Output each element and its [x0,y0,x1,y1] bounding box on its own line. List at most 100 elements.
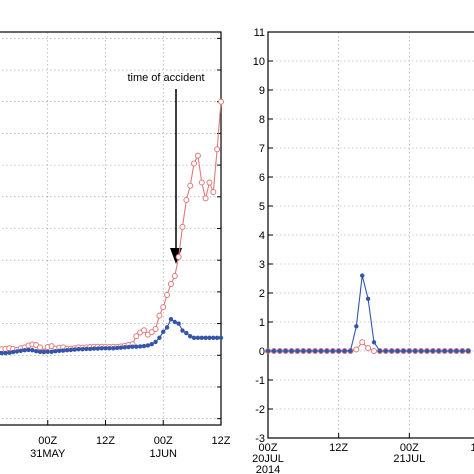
x-tick-year-label: 2014 [256,464,280,474]
data-point-1 [318,348,324,354]
data-point-1 [188,334,193,339]
data-point-1 [342,348,347,354]
y-tick-label: 5 [259,201,265,213]
data-point-1 [365,296,371,301]
data-point-1 [80,347,85,352]
data-point-1 [18,348,23,354]
y-tick-label: 11 [254,27,265,39]
data-point-1 [3,350,8,356]
data-point-0 [194,152,201,159]
data-point-1 [424,348,430,354]
data-point-1 [0,350,4,356]
x-tick-label: 12Z [329,442,348,454]
x-tick-sublabel: 20JUL [252,453,284,465]
data-point-1 [214,335,220,341]
data-point-0 [371,348,377,354]
data-point-1 [37,349,43,354]
data-point-1 [289,348,294,354]
data-point-1 [168,316,174,322]
data-point-0 [167,280,174,287]
data-point-1 [436,348,441,354]
data-point-1 [371,340,377,345]
data-point-0 [152,325,159,332]
data-point-1 [442,348,447,354]
data-point-1 [164,325,170,330]
data-point-1 [172,319,177,325]
data-point-1 [389,348,394,354]
data-point-0 [218,98,224,105]
data-point-1 [149,341,154,347]
data-point-1 [153,339,158,345]
data-point-1 [41,349,47,354]
data-point-1 [87,346,93,352]
data-point-1 [22,348,27,353]
data-point-1 [407,348,412,354]
data-point-1 [7,350,12,355]
y-tick-label: -2 [255,404,265,416]
x-tick-label: 12Z [212,435,231,447]
data-point-1 [57,348,62,354]
data-point-1 [265,348,271,354]
x-tick-label: 00Z [259,442,278,454]
data-point-1 [76,347,81,352]
data-point-1 [454,348,459,354]
data-point-1 [26,347,31,353]
data-point-1 [84,346,89,352]
data-point-0 [214,146,221,153]
data-point-1 [10,349,16,355]
data-point-1 [30,348,35,353]
data-point-1 [137,344,143,349]
data-point-1 [118,345,124,350]
data-point-1 [211,335,216,341]
data-point-0 [353,346,360,353]
series-line-0 [0,101,222,353]
data-point-0 [202,195,209,202]
data-point-1 [301,348,306,354]
data-point-0 [183,196,190,203]
data-point-1 [126,344,131,350]
data-point-1 [295,348,300,354]
data-point-1 [141,343,147,349]
data-point-1 [307,348,312,354]
y-tick-label: 7 [259,143,265,155]
data-point-1 [99,346,104,351]
y-tick-label: 4 [259,230,265,242]
x-tick-label: 12Z [471,442,474,454]
data-point-1 [283,348,288,354]
data-point-1 [134,344,139,349]
x-tick-label: 12Z [96,435,115,447]
left-chart-panel: Z00Z31MAY12Z00Z1JUN12Ztime of accident [0,31,231,460]
data-point-1 [277,348,282,354]
data-point-1 [448,348,453,354]
data-point-1 [383,348,388,354]
plot-frame [267,31,474,439]
data-point-1 [114,345,120,351]
data-point-1 [466,348,471,354]
data-point-1 [348,348,353,354]
data-point-1 [336,348,341,354]
data-point-1 [157,335,162,341]
data-point-1 [103,346,108,351]
data-point-1 [53,348,58,354]
data-point-0 [175,254,182,261]
x-tick-sublabel: 31MAY [30,448,66,460]
y-tick-label: -1 [255,375,265,387]
data-point-1 [107,346,112,351]
x-tick-label: 00Z [154,435,173,447]
data-point-1 [377,348,383,354]
data-point-0 [171,273,178,280]
series-line-1 [268,275,469,352]
data-point-1 [95,346,101,351]
data-point-1 [130,344,135,349]
data-point-1 [49,349,54,354]
data-point-1 [64,348,70,353]
data-point-1 [45,349,50,354]
data-point-0 [191,160,198,167]
data-point-1 [111,346,116,351]
data-point-1 [14,349,20,354]
x-tick-label: 00Z [400,442,419,454]
data-point-1 [207,335,212,341]
data-point-0 [198,179,205,186]
data-point-1 [161,329,166,335]
